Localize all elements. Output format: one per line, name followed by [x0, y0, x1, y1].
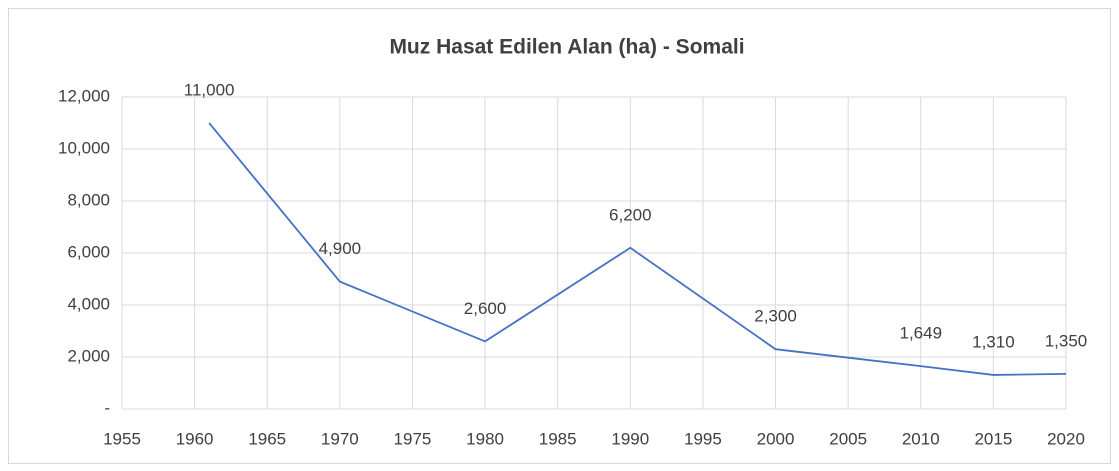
data-label: 1,649 [899, 324, 942, 343]
data-line [208, 122, 1067, 376]
y-tick-label: 10,000 [58, 138, 110, 157]
x-tick-label: 1960 [176, 429, 214, 448]
x-tick-label: 2015 [974, 429, 1012, 448]
x-tick-label: 2005 [829, 429, 867, 448]
data-label: 6,200 [609, 205, 652, 224]
x-tick-label: 2010 [902, 429, 940, 448]
x-tick-label: 1980 [466, 429, 504, 448]
chart-title: Muz Hasat Edilen Alan (ha) - Somali [389, 36, 744, 59]
y-tick-label: 8,000 [67, 190, 110, 209]
x-tick-label: 1975 [394, 429, 432, 448]
y-tick-label: 12,000 [58, 86, 110, 105]
chart-border [8, 8, 1111, 464]
x-tick-label: 1955 [103, 429, 141, 448]
x-tick-label: 2000 [757, 429, 795, 448]
y-tick-label: 6,000 [67, 242, 110, 261]
data-label: 1,310 [972, 332, 1015, 351]
data-label: 11,000 [184, 80, 235, 99]
data-label: 1,350 [1045, 331, 1088, 350]
x-tick-label: 1965 [248, 429, 286, 448]
x-tick-label: 1990 [611, 429, 649, 448]
y-tick-label: 2,000 [67, 346, 110, 365]
data-label: 2,600 [464, 299, 507, 318]
y-tick-label: - [104, 398, 110, 417]
x-tick-label: 1995 [684, 429, 722, 448]
x-tick-label: 2020 [1047, 429, 1085, 448]
y-tick-label: 4,000 [67, 294, 110, 313]
data-label: 2,300 [754, 307, 797, 326]
x-tick-label: 1970 [321, 429, 359, 448]
data-label: 4,900 [319, 239, 362, 258]
x-tick-label: 1985 [539, 429, 577, 448]
